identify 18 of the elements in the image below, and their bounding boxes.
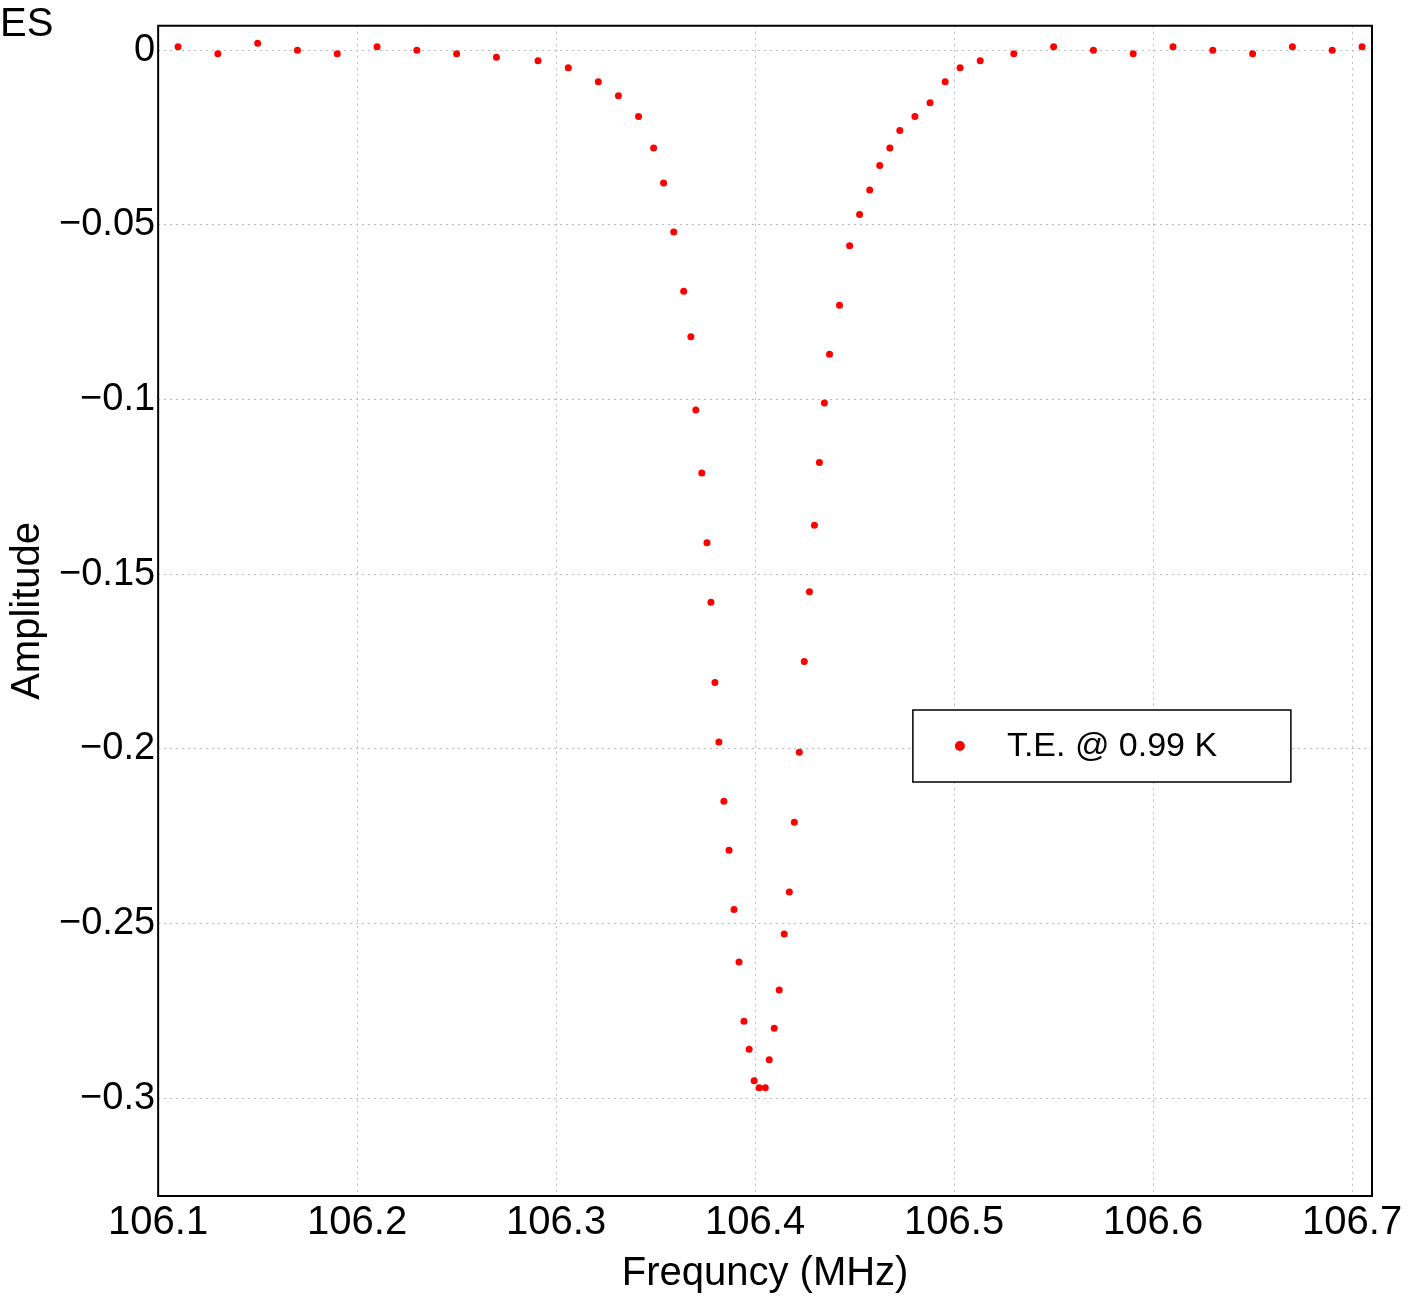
x-tick-label: 106.2 — [307, 1198, 408, 1243]
y-tick-label: −0.3 — [80, 1074, 156, 1117]
y-tick-label: −0.15 — [58, 550, 156, 593]
legend-label: T.E. @ 0.99 K — [1006, 725, 1218, 764]
x-tick-label: 106.5 — [904, 1198, 1005, 1243]
x-tick-label: 106.1 — [108, 1198, 209, 1243]
y-tick-label: 0 — [134, 26, 156, 69]
y-axis-title: Amplitude — [3, 521, 48, 700]
x-tick-label: 106.4 — [705, 1198, 806, 1243]
x-tick-label: 106.6 — [1103, 1198, 1204, 1243]
x-tick-label: 106.3 — [506, 1198, 607, 1243]
y-tick-label: −0.05 — [58, 201, 156, 244]
x-axis-title: Frequncy (MHz) — [621, 1249, 909, 1294]
x-tick-label: 106.7 — [1302, 1198, 1403, 1243]
y-tick-label: −0.2 — [80, 725, 156, 768]
y-tick-label: −0.1 — [80, 376, 156, 419]
y-tick-label: −0.25 — [58, 900, 156, 943]
text: ES — [0, 0, 54, 44]
